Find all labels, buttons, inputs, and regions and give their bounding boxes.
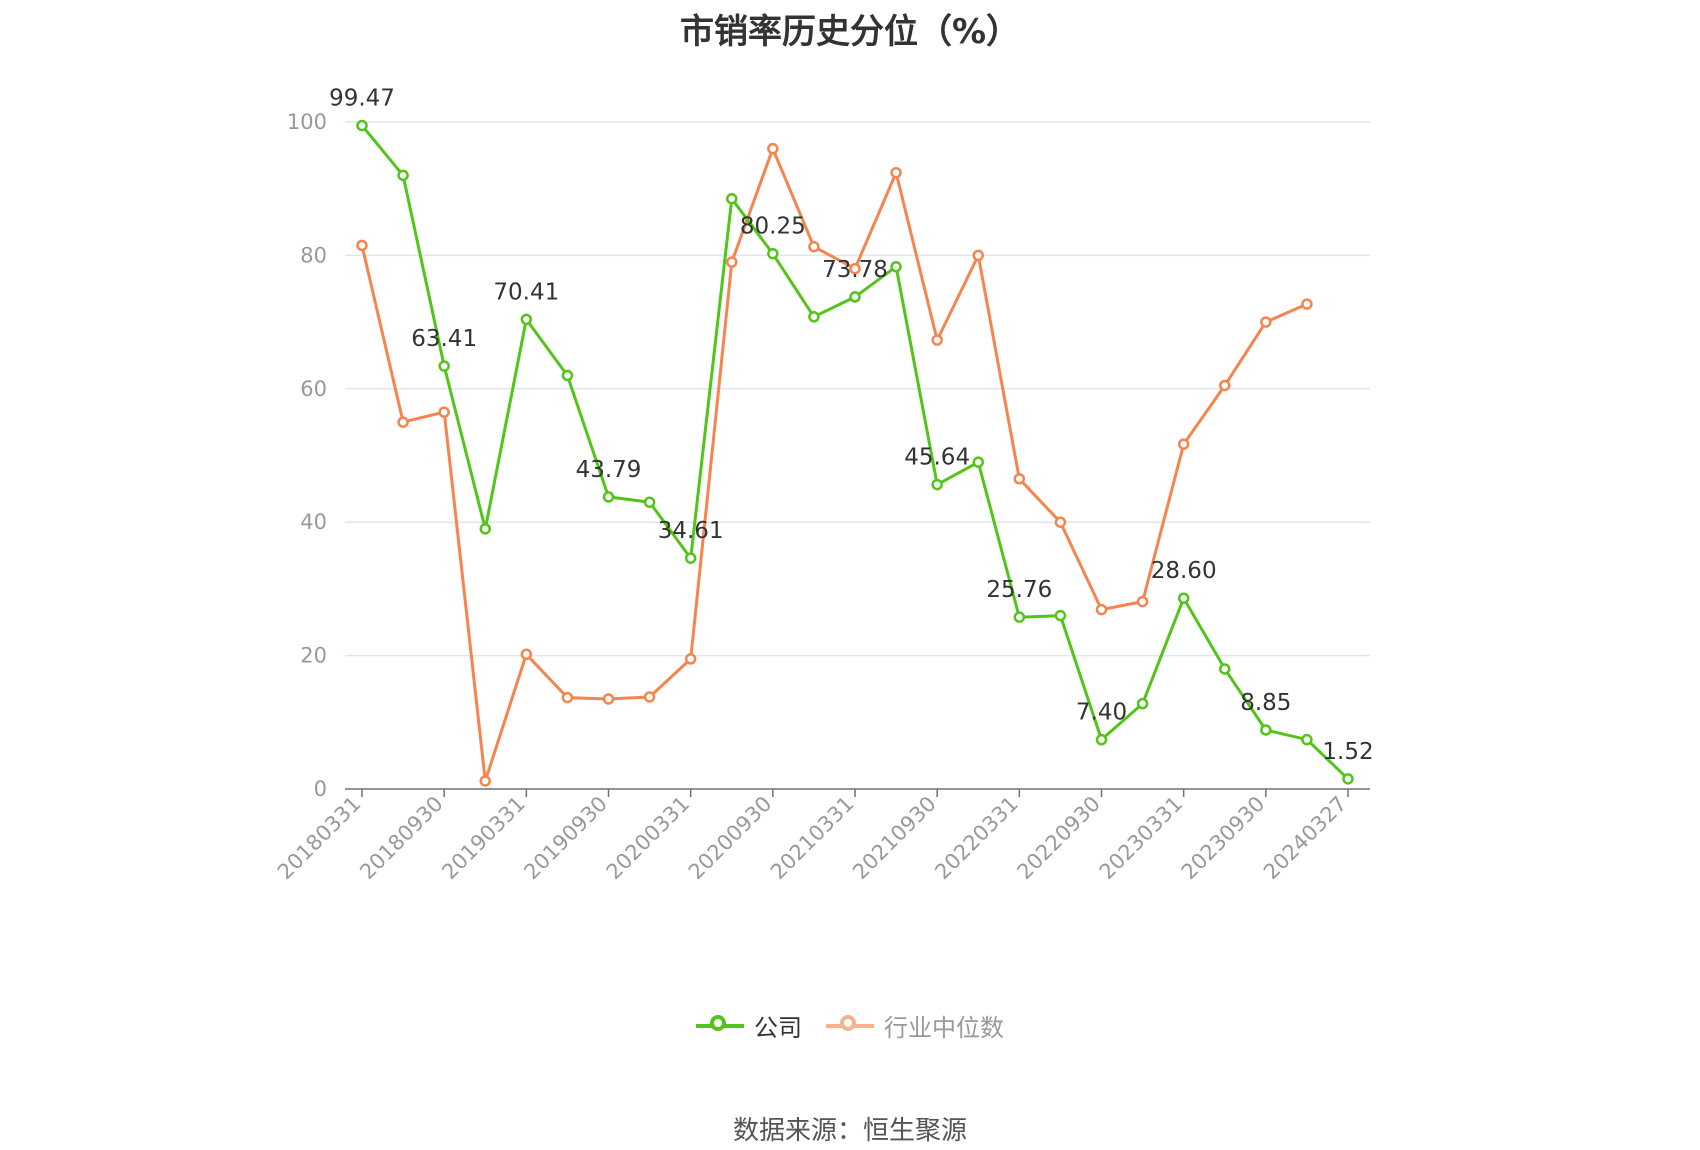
- x-tick-label: 20190331: [437, 792, 530, 885]
- y-tick-label: 20: [300, 644, 327, 668]
- x-tick-label: 20190930: [519, 792, 612, 885]
- data-point[interactable]: [602, 693, 615, 705]
- data-point[interactable]: [808, 311, 820, 323]
- data-point[interactable]: [684, 552, 697, 564]
- data-point[interactable]: [726, 192, 738, 205]
- data-point[interactable]: [931, 334, 943, 346]
- y-tick-label: 60: [300, 377, 327, 401]
- data-point[interactable]: [726, 256, 738, 268]
- data-label: 99.47: [329, 86, 395, 112]
- x-tick-label: 20180930: [355, 792, 448, 885]
- data-point[interactable]: [684, 653, 697, 665]
- data-point[interactable]: [767, 142, 779, 155]
- data-label: 8.85: [1240, 690, 1291, 716]
- y-tick-label: 40: [300, 510, 327, 534]
- data-label: 70.41: [493, 279, 559, 305]
- data-point[interactable]: [972, 249, 984, 262]
- legend-company-line-icon: [696, 1014, 744, 1031]
- legend: 公司 行业中位数: [0, 1008, 1700, 1043]
- series-line: [360, 147, 1308, 783]
- data-point[interactable]: [1095, 603, 1108, 616]
- data-point[interactable]: [1177, 438, 1190, 450]
- data-point[interactable]: [1219, 663, 1231, 675]
- data-point[interactable]: [643, 691, 656, 703]
- data-point[interactable]: [931, 478, 943, 491]
- x-tick-label: 20210930: [848, 792, 941, 885]
- data-point[interactable]: [1136, 595, 1149, 608]
- data-point[interactable]: [890, 260, 902, 273]
- data-point[interactable]: [1013, 611, 1026, 623]
- data-label: 34.61: [658, 518, 724, 544]
- data-point[interactable]: [1054, 609, 1067, 622]
- data-point[interactable]: [1095, 733, 1108, 746]
- legend-company-label: 公司: [754, 1014, 802, 1042]
- series-layer: [356, 119, 1354, 787]
- data-point[interactable]: [1342, 773, 1354, 785]
- data-point[interactable]: [849, 291, 861, 303]
- data-point[interactable]: [479, 775, 491, 787]
- data-label: 73.78: [822, 257, 888, 283]
- data-point[interactable]: [1054, 516, 1067, 528]
- data-point[interactable]: [1013, 473, 1026, 485]
- data-point[interactable]: [1301, 298, 1313, 310]
- data-label: 28.60: [1151, 558, 1217, 584]
- data-point[interactable]: [1177, 592, 1190, 604]
- data-point[interactable]: [397, 416, 409, 428]
- series-company: [356, 119, 1354, 785]
- data-point[interactable]: [397, 169, 409, 182]
- legend-industry-line-icon: [826, 1014, 874, 1031]
- data-point[interactable]: [1219, 379, 1231, 392]
- series-line: [360, 124, 1350, 780]
- data-labels: 99.47 63.41 70.41 43.79 34.61 80.25 73.78 45.64…: [329, 86, 1374, 765]
- data-point[interactable]: [1260, 316, 1272, 328]
- grid-lines: 0 20 40 60 80 100: [287, 110, 1370, 801]
- x-tick-label: 20230331: [1095, 792, 1188, 885]
- data-point[interactable]: [602, 491, 615, 503]
- x-tick-label: 20210331: [766, 792, 859, 885]
- x-tick-label: 20180331: [273, 792, 366, 885]
- data-point[interactable]: [1136, 697, 1149, 710]
- data-label: 1.52: [1322, 739, 1373, 765]
- data-point[interactable]: [520, 313, 533, 326]
- data-label: 45.64: [904, 445, 970, 471]
- data-point[interactable]: [438, 406, 450, 418]
- chart-title: 市销率历史分位（%）: [679, 12, 1021, 52]
- data-point[interactable]: [890, 166, 902, 179]
- data-point[interactable]: [1260, 724, 1272, 736]
- x-tick-label: 20220930: [1012, 792, 1105, 885]
- data-point[interactable]: [561, 691, 574, 704]
- x-tick-label: 20200331: [602, 792, 695, 885]
- legend-industry-label: 行业中位数: [884, 1014, 1004, 1042]
- data-point[interactable]: [520, 648, 533, 661]
- data-label: 7.40: [1076, 700, 1127, 726]
- data-label: 80.25: [740, 214, 806, 240]
- data-label: 63.41: [411, 326, 477, 352]
- data-point[interactable]: [561, 369, 574, 382]
- series-industry: [356, 142, 1313, 787]
- legend-item-company[interactable]: 公司: [696, 1008, 802, 1043]
- data-point[interactable]: [767, 247, 779, 260]
- data-point[interactable]: [356, 119, 368, 132]
- x-tick-label: 20230930: [1177, 792, 1270, 885]
- data-point[interactable]: [643, 496, 656, 508]
- y-tick-label: 80: [300, 243, 327, 267]
- x-tick-label: 20200930: [684, 792, 777, 885]
- data-point[interactable]: [479, 523, 491, 535]
- x-axis: 2018033120180930201903312019093020200331…: [273, 788, 1370, 885]
- data-label: 25.76: [986, 577, 1052, 603]
- legend-item-industry[interactable]: 行业中位数: [826, 1008, 1004, 1043]
- y-tick-label: 100: [287, 110, 327, 134]
- data-point[interactable]: [356, 239, 368, 252]
- data-point[interactable]: [808, 240, 820, 253]
- y-tick-label: 0: [314, 777, 327, 801]
- data-point[interactable]: [849, 262, 861, 275]
- data-point[interactable]: [972, 456, 984, 468]
- data-point[interactable]: [438, 360, 450, 372]
- x-tick-label: 20220331: [930, 792, 1023, 885]
- x-tick-label: 20240327: [1259, 792, 1352, 885]
- data-source-note: 数据来源：恒生聚源: [732, 1116, 967, 1146]
- data-label: 43.79: [576, 457, 642, 483]
- data-point[interactable]: [1301, 733, 1313, 746]
